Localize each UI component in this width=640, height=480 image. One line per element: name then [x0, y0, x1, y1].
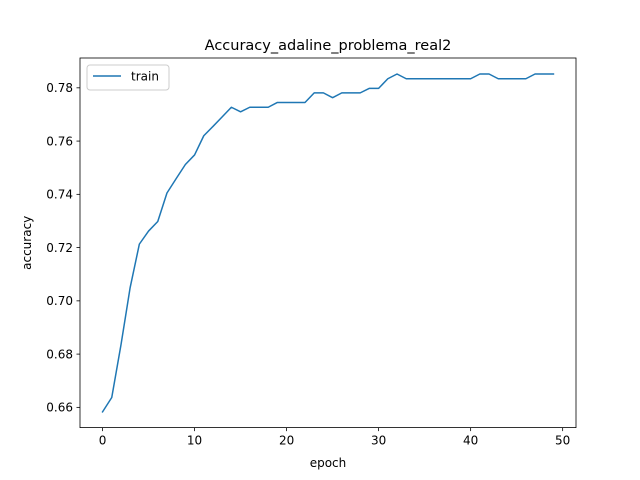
y-tick-label: 0.74 — [46, 188, 73, 202]
x-tick-label: 0 — [99, 434, 107, 448]
y-tick-label: 0.78 — [46, 81, 73, 95]
x-tick-label: 50 — [555, 434, 570, 448]
x-tick-label: 40 — [463, 434, 478, 448]
chart-title: Accuracy_adaline_problema_real2 — [205, 38, 452, 54]
y-tick-label: 0.72 — [46, 241, 73, 255]
x-axis-title: epoch — [310, 456, 347, 470]
y-tick-label: 0.76 — [46, 134, 73, 148]
y-axis-title: accuracy — [20, 216, 34, 270]
y-tick-label: 0.68 — [46, 347, 73, 361]
legend: train — [86, 64, 170, 91]
plot-area — [101, 73, 555, 413]
x-tick-label: 30 — [371, 434, 386, 448]
x-tick-label: 20 — [279, 434, 294, 448]
y-tick-label: 0.70 — [46, 294, 73, 308]
legend-label-train: train — [131, 70, 159, 84]
y-tick-label: 0.66 — [46, 401, 73, 415]
series-line-train — [101, 73, 555, 413]
axis-ticks: 0 10 20 30 40 50 0.66 0.68 0.70 0.72 0.74 0.76 0.78 — [46, 81, 570, 447]
legend-box — [86, 64, 170, 91]
x-tick-label: 10 — [187, 434, 202, 448]
axes-frame — [79, 57, 577, 429]
